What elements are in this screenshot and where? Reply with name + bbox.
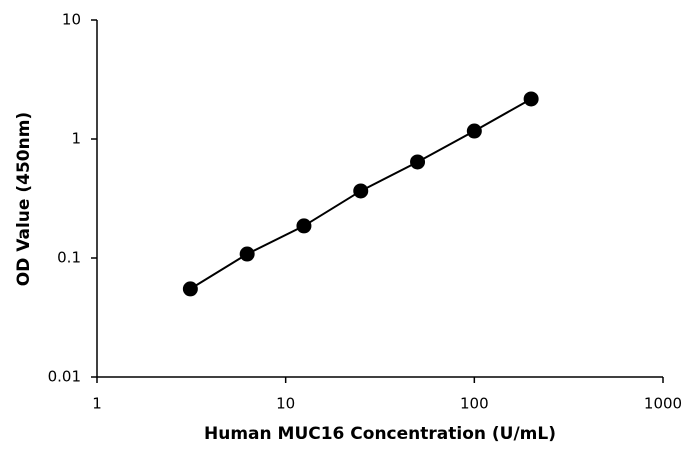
y-tick-label: 0.1 bbox=[57, 249, 81, 267]
data-point bbox=[410, 154, 426, 170]
x-tick-label: 100 bbox=[460, 395, 489, 413]
x-axis-title: Human MUC16 Concentration (U/mL) bbox=[204, 424, 556, 444]
y-axis-title: OD Value (450nm) bbox=[14, 112, 34, 286]
data-point bbox=[353, 183, 369, 199]
x-tick-label: 1000 bbox=[644, 395, 682, 413]
data-point bbox=[523, 91, 539, 107]
y-tick-label: 10 bbox=[62, 11, 81, 29]
data-point bbox=[296, 218, 312, 234]
data-point bbox=[182, 281, 198, 297]
y-tick-label: 0.01 bbox=[48, 368, 81, 386]
data-point bbox=[239, 246, 255, 262]
x-tick-label: 1 bbox=[92, 395, 102, 413]
x-tick-label: 10 bbox=[276, 395, 295, 413]
data-point bbox=[466, 123, 482, 139]
y-tick-label: 1 bbox=[71, 130, 81, 148]
